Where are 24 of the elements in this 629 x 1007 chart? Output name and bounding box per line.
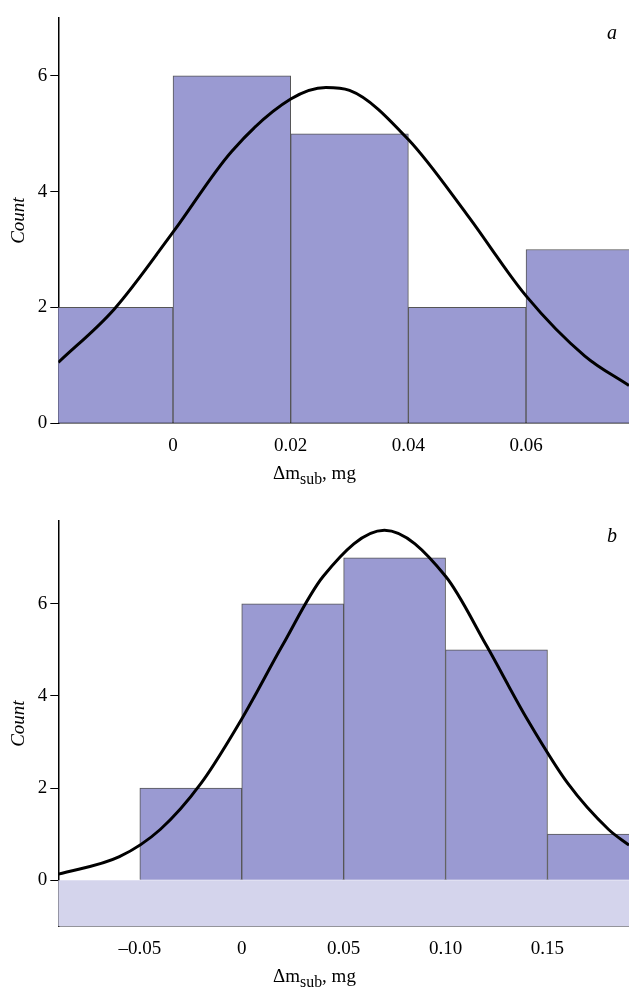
y-tick-label: 2 <box>37 295 48 317</box>
x-tick-label: 0 <box>236 936 247 958</box>
y-axis-title: Count <box>7 699 29 747</box>
x-tick-label: 0 <box>168 433 178 455</box>
annotation: a <box>607 21 617 44</box>
y-tick-label: 6 <box>37 63 48 85</box>
x-tick-label: 0.04 <box>391 433 426 455</box>
y-tick-label: 4 <box>37 683 48 705</box>
x-tick-label: 0.15 <box>530 936 565 958</box>
x-tick-label: 0.02 <box>274 433 308 455</box>
y-tick-label: 6 <box>37 591 48 613</box>
x-tick-label: –0.05 <box>117 936 162 958</box>
y-tick-label: 4 <box>37 179 48 201</box>
x-tick-label: 0.06 <box>509 433 543 455</box>
y-axis-title: Count <box>7 196 29 244</box>
line-series <box>58 85 629 388</box>
x-tick-label: 0.05 <box>327 936 361 958</box>
y-tick-label: 2 <box>37 776 48 798</box>
y-tick-label: 0 <box>37 868 48 890</box>
x-tick-label: 0.10 <box>428 936 463 958</box>
x-axis-title: Δm$_{sub}$, mg <box>272 462 357 488</box>
x-axis-title: Δm$_{sub}$, mg <box>272 965 357 991</box>
y-tick-label: 0 <box>37 411 48 433</box>
annotation: b <box>607 524 617 547</box>
